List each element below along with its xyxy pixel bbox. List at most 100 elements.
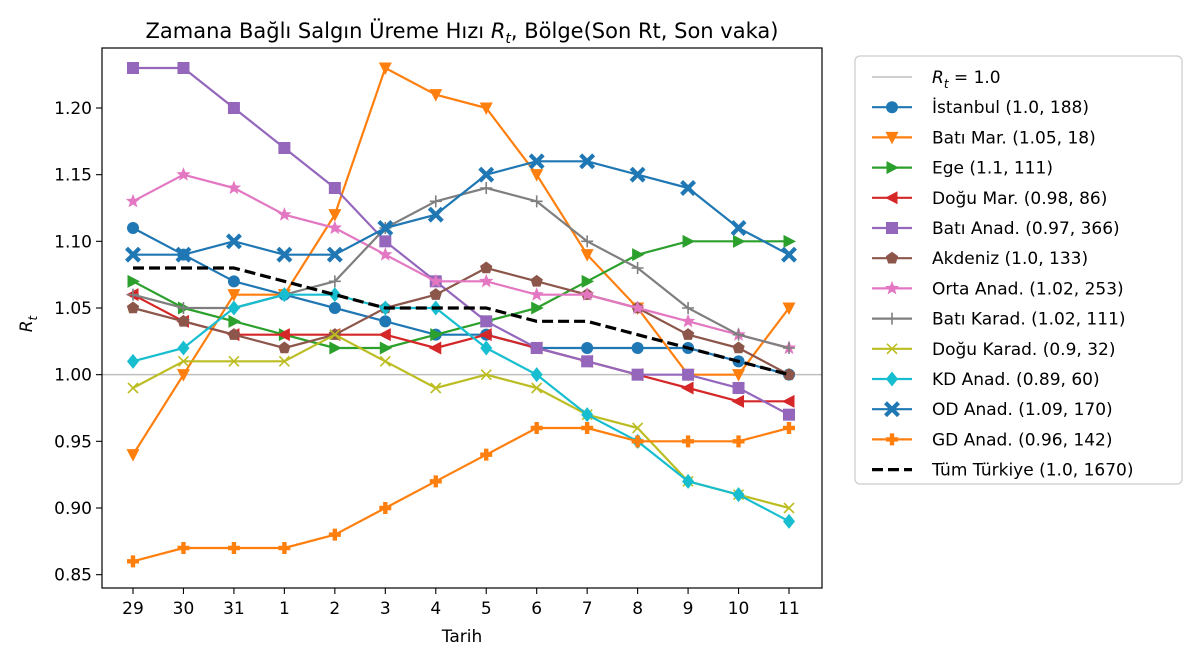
- legend-label: Ege (1.1, 111): [932, 159, 1053, 179]
- data-point: [177, 340, 190, 356]
- series-10: [125, 153, 797, 263]
- legend-item-0: İstanbul (1.0, 188): [872, 97, 1089, 118]
- legend-item-4: Batı Anad. (0.97, 366): [872, 219, 1120, 239]
- data-point: [782, 368, 796, 380]
- data-point: [682, 302, 695, 314]
- y-tick-label: 1.20: [54, 99, 92, 119]
- series-line: [132, 227, 790, 376]
- data-point: [782, 394, 795, 408]
- data-point: [530, 367, 543, 383]
- data-point: [783, 408, 795, 421]
- data-point: [531, 301, 544, 315]
- data-point: [127, 62, 139, 74]
- data-point: [581, 274, 595, 288]
- legend-label: Batı Karad. (1.02, 111): [932, 310, 1126, 330]
- series-9: [127, 287, 795, 529]
- data-point: [530, 169, 544, 182]
- data-point: [732, 487, 745, 503]
- legend-marker: [886, 343, 898, 355]
- legend-item-8: Doğu Karad. (0.9, 32): [872, 340, 1115, 360]
- legend-label: Doğu Karad. (0.9, 32): [932, 340, 1115, 360]
- data-point: [681, 328, 695, 340]
- data-point: [631, 262, 644, 274]
- data-point: [529, 287, 544, 301]
- data-point: [681, 381, 694, 395]
- x-tick-label: 30: [173, 599, 195, 619]
- data-point: [783, 234, 796, 248]
- y-tick-label: 1.10: [54, 232, 92, 252]
- data-point: [378, 328, 391, 342]
- data-point: [328, 528, 341, 541]
- data-point: [226, 180, 242, 195]
- data-point: [177, 542, 190, 554]
- legend-item-9: KD Anad. (0.89, 60): [872, 370, 1100, 390]
- series-4: [127, 62, 795, 421]
- data-point: [175, 246, 192, 263]
- data-point: [127, 274, 140, 288]
- data-point: [682, 234, 696, 248]
- legend-label: Orta Anad. (1.02, 253): [932, 279, 1124, 299]
- data-point: [277, 207, 292, 221]
- data-point: [176, 369, 190, 382]
- data-point: [328, 275, 341, 288]
- data-point: [326, 246, 343, 263]
- legend-marker: [886, 161, 899, 175]
- data-point: [378, 247, 393, 261]
- data-point: [227, 300, 240, 316]
- data-point: [629, 166, 646, 183]
- data-point: [227, 102, 240, 114]
- data-point: [126, 301, 140, 314]
- legend-item-7: Batı Karad. (1.02, 111): [872, 310, 1126, 330]
- x-tick-label: 4: [430, 599, 441, 619]
- series-11: [127, 422, 795, 568]
- legend-label: İstanbul (1.0, 188): [932, 97, 1089, 118]
- x-tick-label: 2: [329, 599, 340, 619]
- data-point: [429, 195, 442, 208]
- data-point: [127, 288, 139, 301]
- data-point: [631, 342, 644, 354]
- data-point: [783, 342, 795, 354]
- series-line: [132, 66, 790, 456]
- data-point: [731, 394, 745, 408]
- data-point: [127, 222, 139, 234]
- legend-marker: [886, 101, 898, 114]
- data-point: [479, 273, 494, 288]
- data-point: [430, 328, 443, 342]
- x-tick-label: 6: [531, 599, 542, 619]
- x-tick-label: 8: [632, 599, 643, 619]
- data-point: [581, 342, 594, 354]
- data-point: [177, 314, 190, 327]
- x-tick-label: 31: [223, 599, 245, 619]
- chart-title: Zamana Bağlı Salgın Üreme Hızı Rt, Bölge…: [146, 18, 779, 47]
- data-point: [581, 422, 594, 434]
- y-tick-label: 1.05: [54, 299, 92, 319]
- data-point: [327, 220, 342, 235]
- data-point: [379, 315, 392, 328]
- series-line: [132, 173, 790, 350]
- data-point: [732, 328, 745, 341]
- data-point: [581, 355, 594, 368]
- data-point: [329, 329, 341, 341]
- data-point: [480, 340, 493, 356]
- data-point: [581, 407, 594, 423]
- data-point: [228, 355, 240, 367]
- x-tick-label: 3: [380, 599, 391, 619]
- data-point: [177, 62, 190, 74]
- data-point: [783, 422, 795, 434]
- data-point: [427, 206, 444, 223]
- x-tick-label: 1: [279, 599, 290, 619]
- data-point: [480, 369, 492, 381]
- series-line: [132, 426, 790, 563]
- data-point: [631, 368, 644, 381]
- data-point: [580, 249, 594, 262]
- series-line: [133, 66, 790, 416]
- data-point: [528, 153, 545, 170]
- data-point: [227, 289, 241, 302]
- legend-label: Tüm Türkiye (1.0, 1670): [931, 461, 1133, 481]
- data-point: [176, 167, 191, 181]
- data-point: [479, 328, 492, 342]
- legend-item-5: Akdeniz (1.0, 133): [872, 249, 1088, 269]
- data-point: [428, 341, 442, 355]
- data-point: [530, 422, 543, 434]
- legend-label: Akdeniz (1.0, 133): [932, 249, 1088, 269]
